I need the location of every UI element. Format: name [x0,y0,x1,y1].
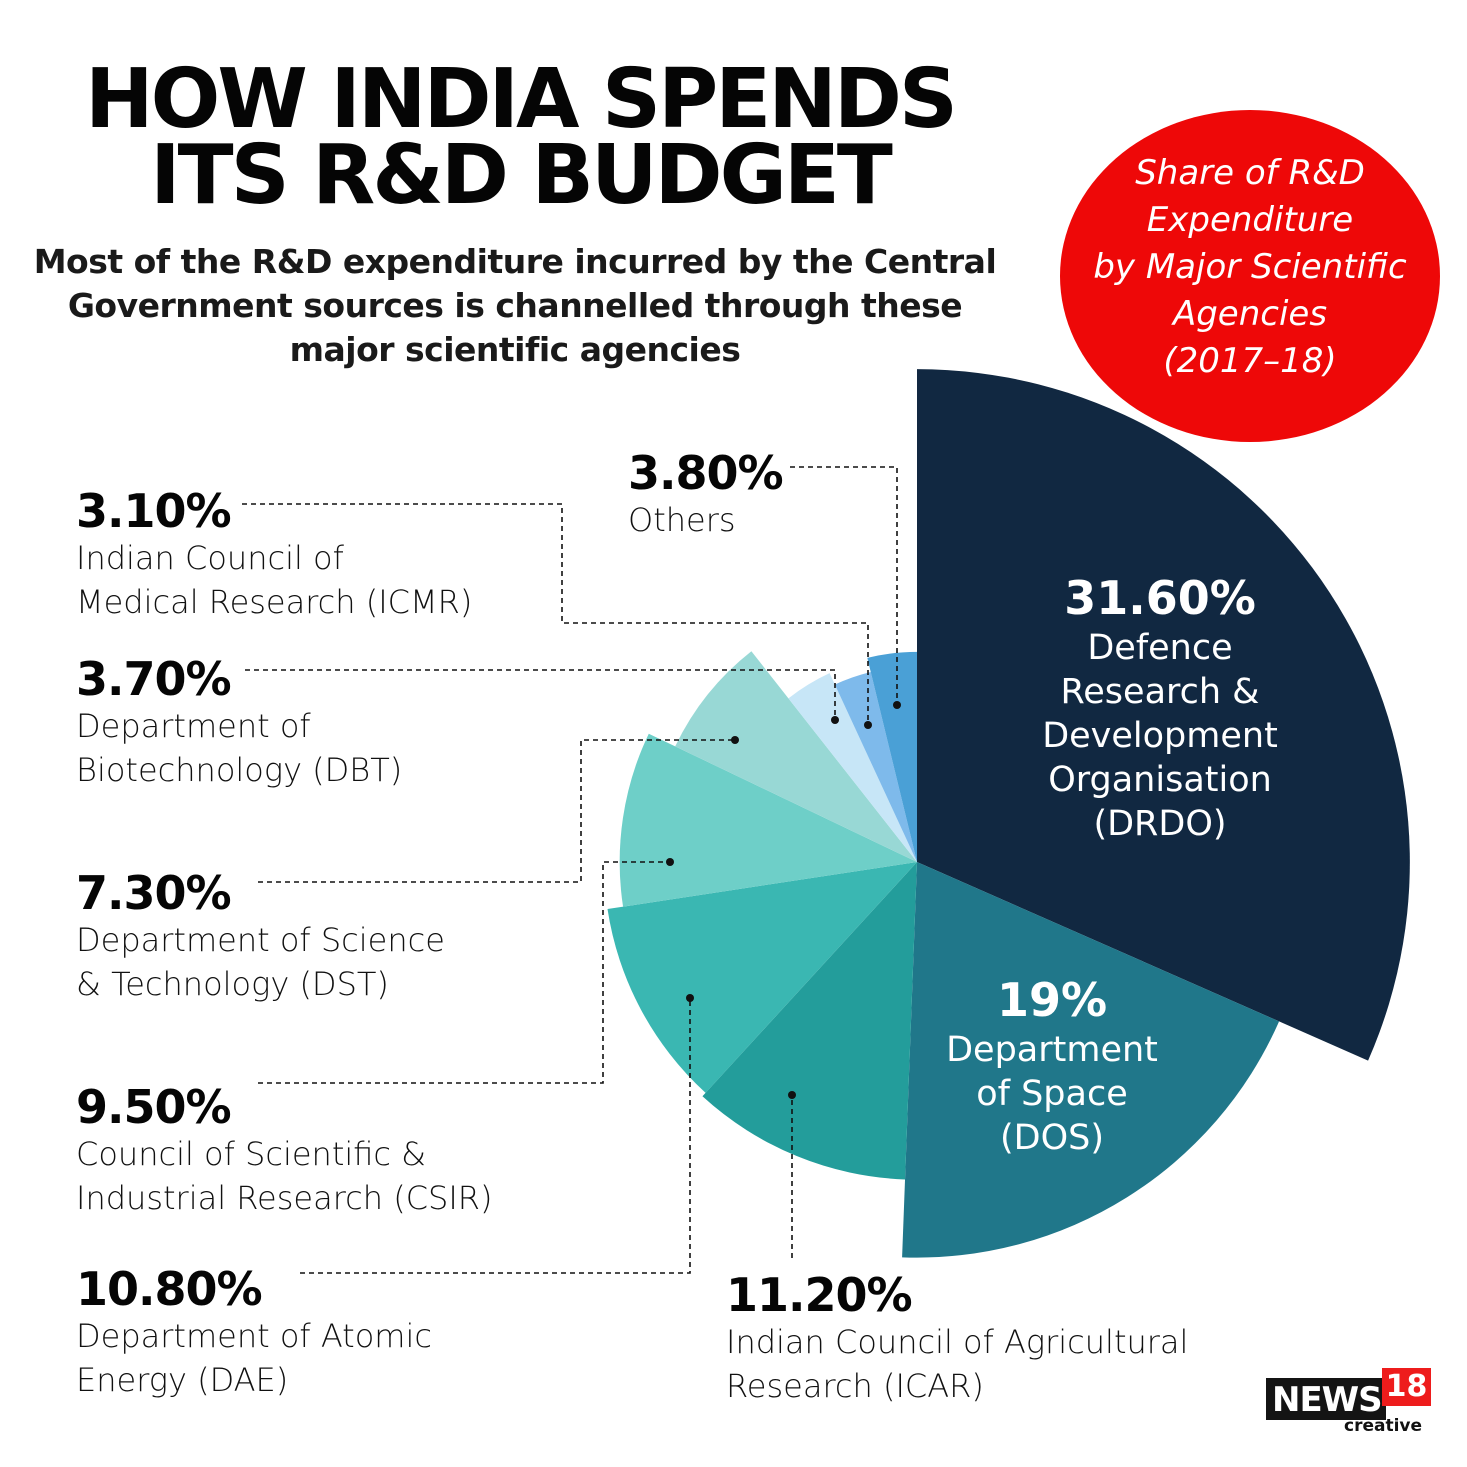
leader-dot-dbt [831,716,839,724]
slice-dos [902,862,1280,1258]
logo-news: NEWS [1266,1378,1386,1420]
leader-dot-icar [788,1091,796,1099]
label-dst: 7.30% Department of Science & Technology… [76,868,445,1006]
logo-creative: creative [1344,1416,1423,1436]
leader-dot-others [893,701,901,709]
label-drdo-pct: 31.60% [1064,571,1256,625]
slice-others [867,651,917,862]
slice-dst [675,651,917,862]
label-dos-pct: 19% [996,973,1108,1027]
label-dbt-pct: 3.70% [76,652,232,706]
label-others-pct: 3.80% [628,446,784,500]
label-icmr: 3.10% Indian Council of Medical Research… [76,486,472,624]
label-dbt-name: Department of Biotechnology (DBT) [76,707,403,789]
slice-drdo [917,369,1410,1061]
label-dae-pct: 10.80% [76,1262,263,1316]
label-dos-name: Department of Space (DOS) [946,1030,1158,1158]
slice-dbt [788,673,917,862]
leader-dot-dae [686,994,694,1002]
leader-line-icmr [242,503,869,725]
slice-csir [619,733,917,907]
label-dos: 19% Department of Space (DOS) [912,972,1192,1160]
leader-line-others [790,466,898,705]
label-dae: 10.80% Department of Atomic Energy (DAE) [76,1264,432,1402]
label-others: 3.80% Others [628,446,784,542]
leader-dot-dst [731,736,739,744]
label-icar: 11.20% Indian Council of Agricultural Re… [726,1270,1188,1408]
slice-dae [607,862,917,1093]
leader-line-dst [258,739,735,883]
leader-dot-csir [666,858,674,866]
label-icar-pct: 11.20% [726,1268,913,1322]
label-drdo: 31.60% Defence Research & Development Or… [1000,570,1320,846]
leader-line-dae [300,998,691,1274]
label-icmr-name: Indian Council of Medical Research (ICMR… [76,539,473,621]
label-dst-name: Department of Science & Technology (DST) [76,921,445,1003]
news18-logo: NEWS 18 creative [1266,1368,1432,1436]
page-title: HOW INDIA SPENDS ITS R&D BUDGET [60,52,980,223]
title-line-2: ITS R&D BUDGET [150,128,893,223]
label-dst-pct: 7.30% [76,866,232,920]
label-others-name: Others [628,501,736,539]
label-csir-pct: 9.50% [76,1080,232,1134]
label-csir: 9.50% Council of Scientific & Industrial… [76,1082,493,1220]
slice-icar [702,862,917,1180]
label-icmr-pct: 3.10% [76,484,232,538]
label-drdo-name: Defence Research & Development Organisat… [1042,628,1278,844]
title-line-1: HOW INDIA SPENDS [85,52,958,147]
label-dbt: 3.70% Department of Biotechnology (DBT) [76,654,402,792]
slice-icmr [834,671,917,862]
label-csir-name: Council of Scientific & Industrial Resea… [76,1135,493,1217]
leader-line-csir [258,861,670,1084]
leader-line-dbt [245,669,836,720]
page-subtitle: Most of the R&D expenditure incurred by … [33,242,997,369]
chart-title-badge: Share of R&D Expenditure by Major Scient… [1060,110,1440,442]
logo-18: 18 [1381,1368,1432,1406]
chart-title-text: Share of R&D Expenditure by Major Scient… [1093,152,1407,381]
leader-dot-icmr [864,721,872,729]
label-dae-name: Department of Atomic Energy (DAE) [76,1317,432,1399]
label-icar-name: Indian Council of Agricultural Research … [726,1323,1189,1405]
